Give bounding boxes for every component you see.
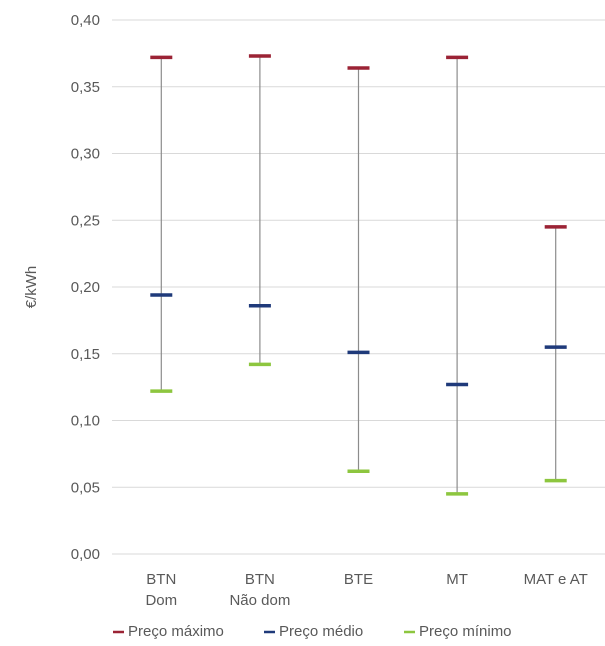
category-label: MT xyxy=(446,571,468,588)
category-label: BTE xyxy=(344,571,373,588)
category-label: Não dom xyxy=(229,592,290,609)
y-tick-label: 0,10 xyxy=(71,413,100,430)
range-lines xyxy=(160,56,557,494)
legend: Preço máximo Preço médio Preço mínimo xyxy=(113,623,512,640)
y-tick-label: 0,05 xyxy=(71,479,100,496)
y-tick-label: 0,15 xyxy=(71,346,100,363)
category-label: MAT e AT xyxy=(524,571,588,588)
y-axis-title: €/kWh xyxy=(23,266,40,309)
category-label: BTN xyxy=(245,571,275,588)
category-label: Dom xyxy=(145,592,177,609)
y-tick-label: 0,00 xyxy=(71,546,100,563)
legend-label: Preço mínimo xyxy=(419,623,512,640)
y-tick-label: 0,35 xyxy=(71,79,100,96)
legend-label: Preço máximo xyxy=(128,623,224,640)
y-tick-label: 0,20 xyxy=(71,279,100,296)
y-tick-label: 0,40 xyxy=(71,12,100,29)
y-axis-ticks: 0,00 0,05 0,10 0,15 0,20 0,25 0,30 0,35 0,40 xyxy=(71,12,100,563)
legend-label: Preço médio xyxy=(279,623,363,640)
category-label: BTN xyxy=(146,571,176,588)
y-tick-label: 0,30 xyxy=(71,146,100,163)
price-markers xyxy=(150,54,567,496)
x-axis-categories: BTN Dom BTN Não dom BTE MT MAT e AT xyxy=(145,571,587,609)
y-tick-label: 0,25 xyxy=(71,212,100,229)
